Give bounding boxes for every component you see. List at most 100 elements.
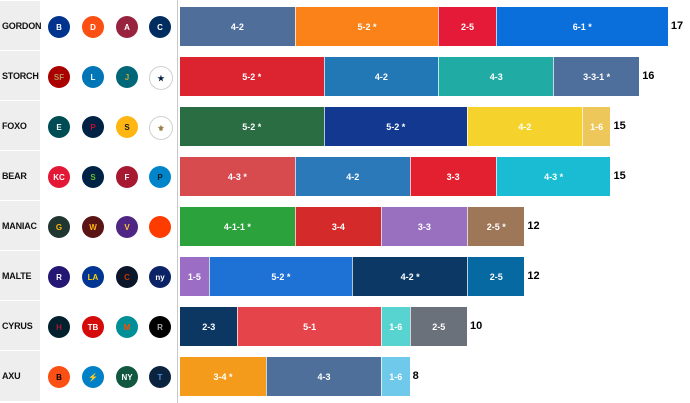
bar-segment-label: 4-3	[317, 371, 331, 382]
manager-name-cell: FOXO	[0, 101, 40, 151]
manager-name: STORCH	[2, 71, 39, 81]
dolphins-logo-icon: M	[116, 316, 138, 338]
manager-name: GORDON	[2, 21, 42, 31]
49ers-logo-icon: SF	[48, 66, 70, 88]
patriots-logo-icon: P	[82, 116, 104, 138]
bar-segment[interactable]: 2-3	[180, 307, 238, 346]
chiefs-logo-icon: KC	[48, 166, 70, 188]
bar-segment-label: 5-2 *	[242, 121, 262, 132]
manager-name-cell: CYRUS	[0, 301, 40, 351]
bar-segment[interactable]: 4-2	[323, 57, 439, 96]
bar-segment-label: 1-6	[389, 371, 403, 382]
texans-logo-icon: H	[48, 316, 70, 338]
bar-segment-label: 4-2	[346, 171, 360, 182]
bar-segment-label: 5-2 *	[271, 271, 291, 282]
bar-segment[interactable]: 3-4 *	[180, 357, 267, 396]
bar-segment[interactable]: 2-5	[467, 257, 525, 296]
bar-segment[interactable]: 1-6	[380, 357, 410, 396]
bar-segment-label: 2-5	[432, 321, 446, 332]
bar-segment[interactable]: 2-5	[409, 307, 467, 346]
bar-segment-label: 5-1	[303, 321, 317, 332]
bar-segment[interactable]: 1-6	[581, 107, 611, 146]
bar-segment[interactable]: 6-1 *	[495, 7, 668, 46]
bar-segment-label: 1-6	[389, 321, 403, 332]
row-total-label: 12	[527, 269, 540, 282]
row-total-label: 16	[642, 69, 655, 82]
bar-segment[interactable]: 1-5	[180, 257, 209, 296]
bar-segment[interactable]: 4-1-1 *	[180, 207, 295, 246]
bar-segment[interactable]: 4-3	[266, 357, 381, 396]
bar-segment[interactable]: 4-3 *	[180, 157, 295, 196]
packers-logo-icon: G	[48, 216, 70, 238]
row-total-label: 15	[613, 169, 626, 182]
manager-name: MANIAC	[2, 221, 37, 231]
manager-name-cell: MANIAC	[0, 201, 40, 251]
manager-name: FOXO	[2, 121, 27, 131]
bar-segment-label: 4-2	[374, 71, 388, 82]
bar-segment[interactable]: 5-2 *	[294, 7, 439, 46]
bar-segment[interactable]: 3-3	[409, 157, 496, 196]
titans-logo-icon: T	[149, 366, 171, 388]
cowboys-logo-icon: ★	[149, 66, 173, 90]
bar-segment[interactable]: 2-5	[438, 7, 496, 46]
bar-segment-label: 5-2 *	[242, 71, 262, 82]
bar-segment[interactable]: 5-2 *	[323, 107, 467, 146]
falcons-logo-icon: F	[116, 166, 138, 188]
bar-segment[interactable]: 4-2 *	[352, 257, 467, 296]
bar-segment[interactable]: 4-2	[294, 157, 410, 196]
bar-segment[interactable]: 2-5 *	[467, 207, 525, 246]
commanders-logo-icon: W	[82, 216, 104, 238]
chargers-logo-icon: ⚡	[82, 366, 104, 388]
bears-logo-icon: C	[116, 266, 138, 288]
bar-segment-label: 6-1 *	[572, 21, 592, 32]
bar-segment-label: 2-5 *	[486, 221, 506, 232]
manager-name: MALTE	[2, 271, 32, 281]
bar-segment[interactable]: 3-4	[294, 207, 381, 246]
axis-line	[177, 0, 178, 403]
bar-segment[interactable]: 5-2 *	[180, 107, 324, 146]
manager-name-cell: AXU	[0, 351, 40, 401]
bar-segment-label: 1-6	[590, 121, 604, 132]
bar-segment[interactable]: 3-3-1 *	[553, 57, 640, 96]
bar-segment-label: 2-3	[202, 321, 216, 332]
bar-segment-label: 3-4 *	[213, 371, 233, 382]
bar-segment-label: 3-3	[446, 171, 460, 182]
bar-segment[interactable]: 5-1	[237, 307, 381, 346]
bengals-logo-icon: B	[48, 366, 70, 388]
rams-logo-icon: LA	[82, 266, 104, 288]
saints-logo-icon: ⚜	[149, 116, 173, 140]
bar-segment[interactable]: 4-2	[180, 7, 295, 46]
manager-name-cell: BEAR	[0, 151, 40, 201]
row-total-label: 15	[613, 119, 626, 132]
bar-segment-label: 2-5	[460, 21, 474, 32]
bar-segment[interactable]: 4-2	[467, 107, 582, 146]
jets-logo-icon: NY	[116, 366, 138, 388]
bar-segment-label: 5-2 *	[386, 121, 406, 132]
bar-segment[interactable]: 5-2 *	[208, 257, 353, 296]
bar-segment-label: 4-2	[230, 21, 244, 32]
browns-logo-icon	[149, 216, 171, 238]
eagles-logo-icon: E	[48, 116, 70, 138]
row-total-label: 17	[670, 19, 684, 32]
colts-logo-icon: C	[149, 16, 171, 38]
bar-segment-label: 2-5	[489, 271, 503, 282]
bar-segment[interactable]: 5-2 *	[180, 57, 324, 96]
bar-segment-label: 5-2 *	[357, 21, 377, 32]
bills-logo-icon: B	[48, 16, 70, 38]
bar-segment[interactable]: 4-3	[438, 57, 554, 96]
vikings-logo-icon: V	[116, 216, 138, 238]
jaguars-logo-icon: J	[116, 66, 138, 88]
raiders-logo-icon: R	[149, 316, 171, 338]
bar-segment-label: 1-5	[187, 271, 201, 282]
bar-segment[interactable]: 1-6	[380, 307, 410, 346]
row-total-label: 10	[470, 319, 483, 332]
manager-name-cell: GORDON	[0, 1, 42, 51]
bar-segment[interactable]: 4-3 *	[495, 157, 611, 196]
manager-name-cell: STORCH	[0, 51, 40, 101]
ravens-logo-icon: R	[48, 266, 70, 288]
bar-segment-label: 4-2 *	[400, 271, 420, 282]
bar-segment-label: 3-4	[331, 221, 345, 232]
bar-segment[interactable]: 3-3	[380, 207, 467, 246]
bar-segment-label: 3-3	[417, 221, 431, 232]
